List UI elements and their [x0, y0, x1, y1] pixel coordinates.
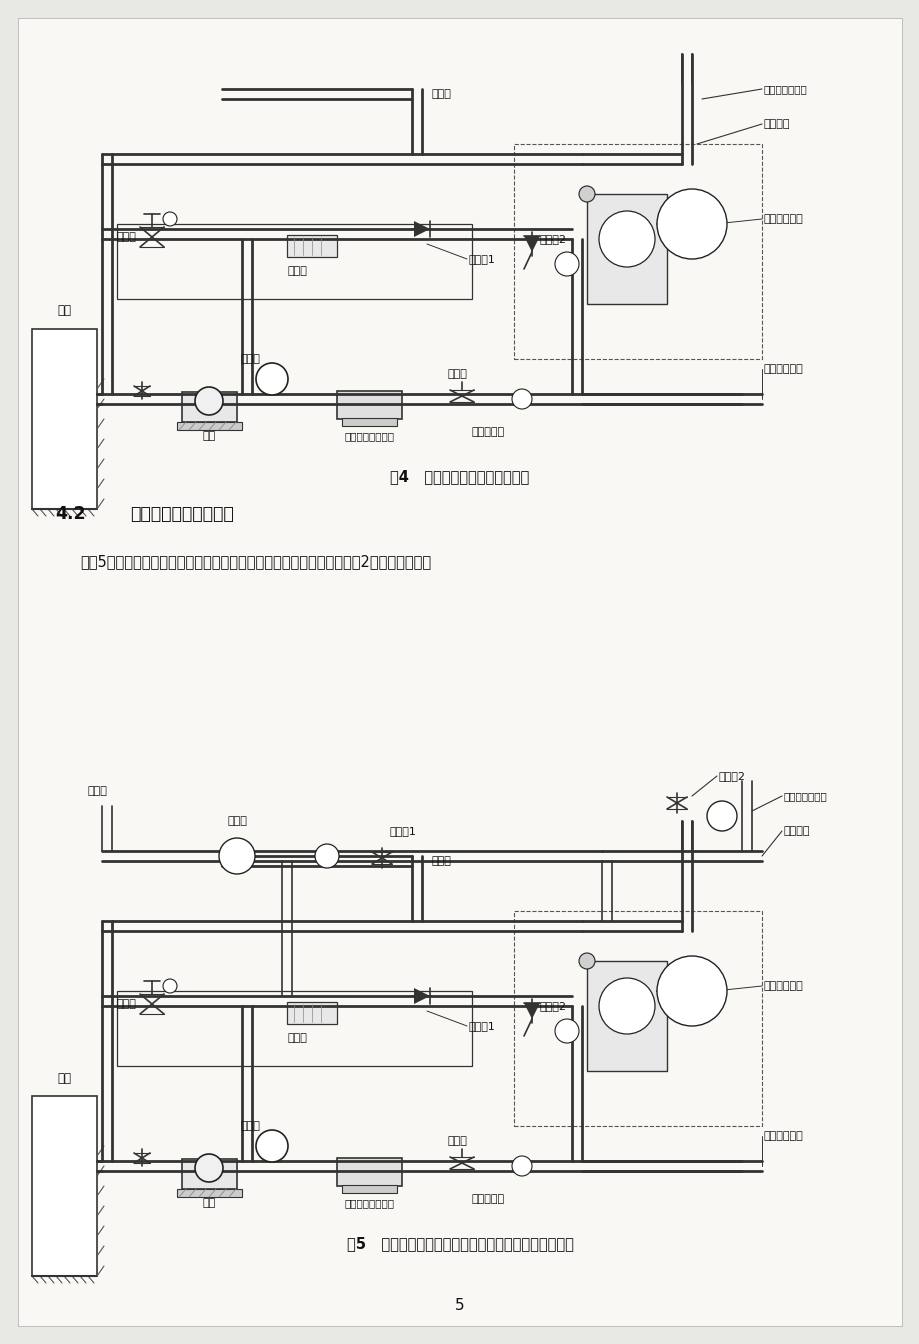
Text: 泄压阀: 泄压阀 [117, 233, 137, 242]
Circle shape [195, 387, 222, 415]
Bar [336, 1159, 402, 1185]
Circle shape [255, 1130, 288, 1163]
Text: 水泵出水管: 水泵出水管 [471, 1193, 505, 1204]
Bar [336, 391, 402, 419]
Circle shape [578, 953, 595, 969]
Circle shape [578, 185, 595, 202]
Text: 水泵: 水泵 [202, 431, 215, 441]
Bar [117, 224, 471, 298]
Bar [32, 1095, 96, 1275]
Circle shape [554, 1019, 578, 1043]
Text: 配水干管: 配水干管 [783, 827, 810, 836]
Text: 流量计: 流量计 [227, 816, 246, 827]
Polygon shape [524, 1003, 539, 1019]
Circle shape [314, 844, 338, 868]
Polygon shape [414, 220, 429, 237]
Text: 如图5所示，在测试管路与配水干管点后，在配水干管上设置一个控制阀2（平时常开）。: 如图5所示，在测试管路与配水干管点后，在配水干管上设置一个控制阀2（平时常开）。 [80, 555, 431, 570]
Bar [287, 235, 336, 257]
Text: 测试管: 测试管 [87, 786, 107, 796]
Text: 屋顶水箱下水管: 屋顶水箱下水管 [763, 83, 807, 94]
Text: 止回阀1: 止回阀1 [469, 254, 495, 263]
Polygon shape [524, 237, 539, 253]
Bar [514, 144, 761, 359]
Text: 水泵: 水泵 [202, 1198, 215, 1208]
Bar [32, 329, 96, 509]
Bar [287, 1003, 336, 1024]
Text: 4.2: 4.2 [55, 505, 85, 523]
Bar [182, 392, 237, 422]
Circle shape [706, 801, 736, 831]
Polygon shape [414, 988, 429, 1004]
Bar [182, 1159, 237, 1189]
Text: 控制阀1: 控制阀1 [390, 827, 416, 836]
Text: 配水干管: 配水干管 [763, 120, 789, 129]
Text: 图5   增设防倒流控制阀的流量压力测试装置设置示意图: 图5 增设防倒流控制阀的流量压力测试装置设置示意图 [346, 1236, 573, 1251]
Text: 控制阀2: 控制阀2 [719, 771, 745, 781]
Circle shape [219, 839, 255, 874]
Bar [117, 991, 471, 1066]
Circle shape [195, 1154, 222, 1181]
Text: 止回阀1: 止回阀1 [469, 1021, 495, 1031]
Text: 5: 5 [455, 1298, 464, 1313]
Text: 控制阀: 控制阀 [447, 1136, 467, 1146]
Text: 压力表: 压力表 [240, 353, 260, 364]
Text: 屋顶水箱下水管: 屋顶水箱下水管 [783, 792, 827, 801]
Circle shape [598, 978, 654, 1034]
Text: 泄压阀: 泄压阀 [117, 999, 137, 1009]
Text: 系统总出水管: 系统总出水管 [763, 1132, 803, 1141]
Circle shape [598, 211, 654, 267]
Text: 多功能水泵控制阀: 多功能水泵控制阀 [345, 431, 394, 441]
Bar [514, 911, 761, 1126]
Circle shape [656, 190, 726, 259]
Bar [176, 1189, 242, 1198]
Circle shape [163, 978, 176, 993]
Bar [586, 194, 666, 304]
Text: 湿式报警阀组: 湿式报警阀组 [763, 981, 803, 991]
Bar [176, 422, 242, 430]
Text: 多功能水泵控制阀: 多功能水泵控制阀 [345, 1198, 394, 1208]
Text: 系统总出水管: 系统总出水管 [763, 364, 803, 374]
Text: 控制阀: 控制阀 [447, 370, 467, 379]
Text: 过滤器: 过滤器 [287, 266, 307, 276]
Text: 图4   改进后的泄压阀设置示意图: 图4 改进后的泄压阀设置示意图 [390, 469, 529, 484]
Circle shape [255, 363, 288, 395]
Text: 止回阀2: 止回阀2 [539, 234, 566, 245]
Text: 过滤器: 过滤器 [287, 1034, 307, 1043]
Text: 水泵出水管: 水泵出水管 [471, 427, 505, 437]
Circle shape [554, 253, 578, 276]
Text: 水池: 水池 [57, 1071, 71, 1085]
Text: 湿式报警阀组: 湿式报警阀组 [763, 214, 803, 224]
Circle shape [656, 956, 726, 1025]
Text: 水池: 水池 [57, 305, 71, 317]
Bar [586, 961, 666, 1071]
Text: 增设防止倒流的控制阀: 增设防止倒流的控制阀 [130, 505, 233, 523]
Circle shape [512, 1156, 531, 1176]
Text: 泄压管: 泄压管 [432, 89, 451, 99]
Circle shape [512, 388, 531, 409]
Bar [342, 1185, 397, 1193]
Text: 止回阀2: 止回阀2 [539, 1001, 566, 1011]
Bar [342, 418, 397, 426]
Text: 泄压管: 泄压管 [432, 856, 451, 866]
Text: 压力表: 压力表 [240, 1121, 260, 1132]
Circle shape [163, 212, 176, 226]
